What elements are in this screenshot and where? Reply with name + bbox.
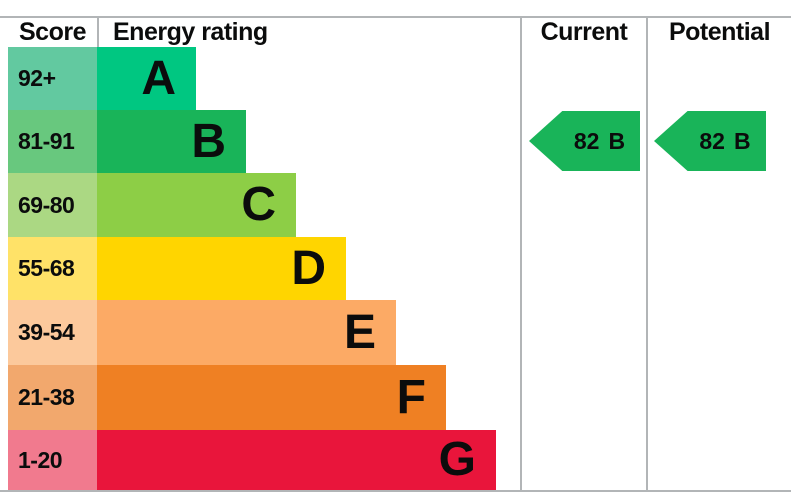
score-range-cell: 1-20: [8, 430, 97, 490]
current-rating-value: 82: [573, 127, 600, 154]
band-letter: F: [396, 370, 426, 424]
score-range-cell: 39-54: [8, 300, 97, 365]
current-rating-arrow: 82 B: [529, 111, 640, 171]
current-column-divider: [520, 16, 522, 492]
energy-rating-column-header: Energy rating: [113, 17, 268, 46]
score-range-cell: 69-80: [8, 173, 97, 237]
score-column-header: Score: [19, 17, 86, 46]
potential-column-header: Potential: [668, 17, 771, 46]
potential-column-divider: [646, 16, 648, 492]
score-column-divider: [97, 16, 99, 47]
score-range-cell: 81-91: [8, 110, 97, 173]
current-column-header: Current: [540, 17, 628, 46]
band-letter: A: [141, 51, 176, 105]
table-bottom-border: [0, 490, 791, 492]
band-letter: G: [438, 433, 476, 486]
band-letter: E: [343, 305, 376, 359]
score-range-cell: 92+: [8, 47, 97, 110]
band-letter: B: [191, 114, 226, 168]
energy-band-bar: B: [97, 110, 246, 173]
energy-band-bar: F: [97, 365, 446, 430]
potential-rating-arrow: 82 B: [654, 111, 766, 171]
energy-band-bar: G: [97, 430, 496, 490]
potential-rating-band: B: [733, 127, 751, 154]
energy-band-bar: D: [97, 237, 346, 300]
current-rating-band: B: [608, 127, 626, 154]
table-top-border: [0, 16, 791, 18]
band-letter: C: [241, 178, 276, 231]
score-range-cell: 21-38: [8, 365, 97, 430]
energy-band-bar: E: [97, 300, 396, 365]
energy-band-bar: C: [97, 173, 296, 237]
potential-rating-value: 82: [699, 127, 725, 154]
band-letter: D: [291, 241, 326, 295]
energy-band-bar: A: [97, 47, 196, 110]
score-range-cell: 55-68: [8, 237, 97, 300]
